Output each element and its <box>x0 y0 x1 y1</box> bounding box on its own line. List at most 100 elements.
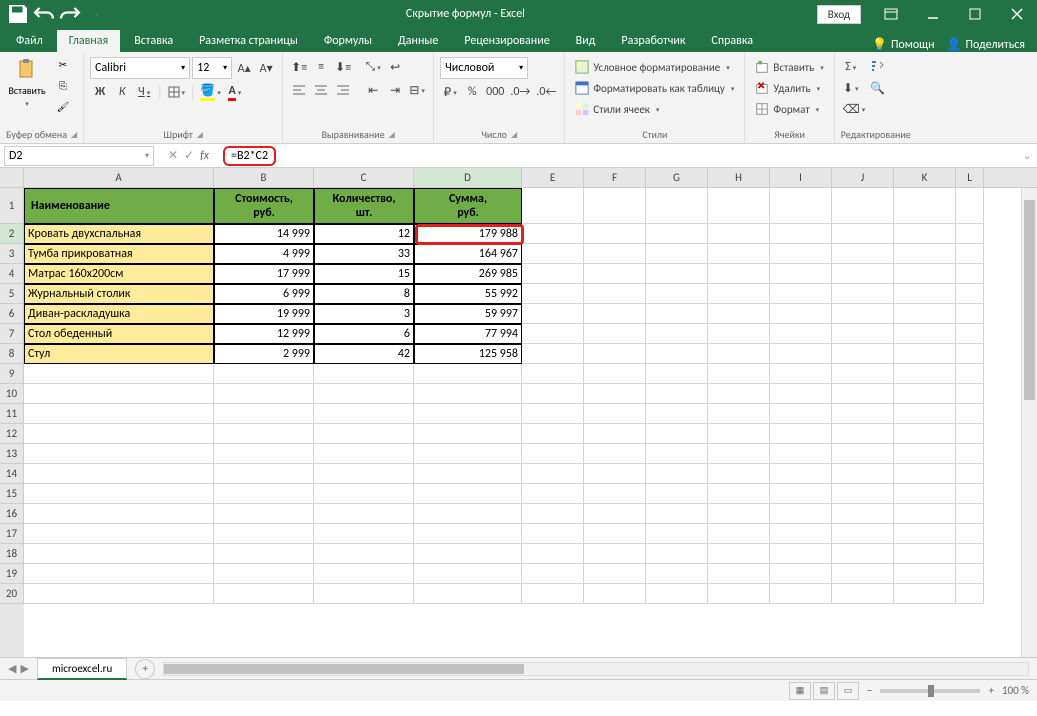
cell-K20[interactable] <box>894 584 956 604</box>
cell-G20[interactable] <box>646 584 708 604</box>
tab-help[interactable]: Справка <box>699 30 765 52</box>
cell-I18[interactable] <box>770 544 832 564</box>
cell-I15[interactable] <box>770 484 832 504</box>
cell-K17[interactable] <box>894 524 956 544</box>
cell-L7[interactable] <box>956 324 984 344</box>
row-header-15[interactable]: 15 <box>0 484 24 504</box>
align-left-icon[interactable] <box>289 80 309 100</box>
cell-G4[interactable] <box>646 264 708 284</box>
cell-E1[interactable] <box>522 188 584 224</box>
cell-B5[interactable]: 6 999 <box>214 284 314 304</box>
fx-icon[interactable]: fx <box>200 149 209 163</box>
cell-L17[interactable] <box>956 524 984 544</box>
insert-cells-button[interactable]: Вставить <box>751 57 827 77</box>
close-icon[interactable] <box>997 0 1037 28</box>
delete-cells-button[interactable]: Удалить <box>751 78 827 98</box>
col-header-B[interactable]: B <box>214 168 314 187</box>
wrap-text-icon[interactable]: ↩ <box>385 57 405 77</box>
cell-B18[interactable] <box>214 544 314 564</box>
cut-icon[interactable]: ✂ <box>52 54 74 74</box>
align-top-icon[interactable]: ⬆≡ <box>289 57 309 77</box>
cell-B4[interactable]: 17 999 <box>214 264 314 284</box>
cell-E12[interactable] <box>522 424 584 444</box>
row-header-9[interactable]: 9 <box>0 364 24 384</box>
cell-H9[interactable] <box>708 364 770 384</box>
cell-D1[interactable]: Сумма,руб. <box>414 188 522 224</box>
cell-J18[interactable] <box>832 544 894 564</box>
cell-J5[interactable] <box>832 284 894 304</box>
cell-H2[interactable] <box>708 224 770 244</box>
cell-A12[interactable] <box>24 424 214 444</box>
cell-G15[interactable] <box>646 484 708 504</box>
cell-D14[interactable] <box>414 464 522 484</box>
cell-F16[interactable] <box>584 504 646 524</box>
number-launcher[interactable]: ◢ <box>511 130 517 140</box>
undo-icon[interactable] <box>32 3 56 25</box>
cell-D8[interactable]: 125 958 <box>414 344 522 364</box>
format-painter-icon[interactable]: 🖌 <box>52 96 74 116</box>
cell-C5[interactable]: 8 <box>314 284 414 304</box>
row-header-13[interactable]: 13 <box>0 444 24 464</box>
cell-F17[interactable] <box>584 524 646 544</box>
cell-G12[interactable] <box>646 424 708 444</box>
horizontal-scrollbar[interactable] <box>163 662 1029 676</box>
prev-sheet-icon[interactable]: ◀ <box>8 662 16 675</box>
cell-I14[interactable] <box>770 464 832 484</box>
row-header-2[interactable]: 2 <box>0 224 24 244</box>
cell-H19[interactable] <box>708 564 770 584</box>
cell-B17[interactable] <box>214 524 314 544</box>
cell-H6[interactable] <box>708 304 770 324</box>
row-header-19[interactable]: 19 <box>0 564 24 584</box>
cell-B10[interactable] <box>214 384 314 404</box>
cell-F4[interactable] <box>584 264 646 284</box>
cell-C14[interactable] <box>314 464 414 484</box>
cell-C9[interactable] <box>314 364 414 384</box>
cell-K11[interactable] <box>894 404 956 424</box>
cell-K3[interactable] <box>894 244 956 264</box>
sheet-tab[interactable]: microexcel.ru <box>37 658 127 680</box>
row-header-16[interactable]: 16 <box>0 504 24 524</box>
cell-I9[interactable] <box>770 364 832 384</box>
col-header-E[interactable]: E <box>522 168 584 187</box>
cell-I4[interactable] <box>770 264 832 284</box>
cell-C2[interactable]: 12 <box>314 224 414 244</box>
orientation-icon[interactable]: ⤡ <box>363 57 383 77</box>
cell-F10[interactable] <box>584 384 646 404</box>
cell-K16[interactable] <box>894 504 956 524</box>
cell-B16[interactable] <box>214 504 314 524</box>
font-size-combo[interactable]: 12▾ <box>192 57 232 79</box>
tab-layout[interactable]: Разметка страницы <box>187 30 310 52</box>
row-header-7[interactable]: 7 <box>0 324 24 344</box>
cell-B3[interactable]: 4 999 <box>214 244 314 264</box>
cell-C19[interactable] <box>314 564 414 584</box>
cell-A7[interactable]: Стол обеденный <box>24 324 214 344</box>
cell-D15[interactable] <box>414 484 522 504</box>
tab-formulas[interactable]: Формулы <box>312 30 384 52</box>
tab-home[interactable]: Главная <box>57 30 120 52</box>
minimize-icon[interactable] <box>913 0 953 28</box>
cell-I16[interactable] <box>770 504 832 524</box>
cell-A1[interactable]: Наименование <box>24 188 214 224</box>
format-table-button[interactable]: Форматировать как таблицу <box>571 78 738 98</box>
autosum-icon[interactable]: Σ <box>841 57 861 77</box>
cell-G1[interactable] <box>646 188 708 224</box>
page-layout-icon[interactable]: ▤ <box>813 682 835 700</box>
cell-D3[interactable]: 164 967 <box>414 244 522 264</box>
borders-icon[interactable] <box>166 82 188 102</box>
col-header-G[interactable]: G <box>646 168 708 187</box>
cell-C16[interactable] <box>314 504 414 524</box>
cell-styles-button[interactable]: Стили ячеек <box>571 99 738 119</box>
cell-G10[interactable] <box>646 384 708 404</box>
cell-H18[interactable] <box>708 544 770 564</box>
cell-H1[interactable] <box>708 188 770 224</box>
decrease-decimal-icon[interactable]: .0← <box>534 82 558 102</box>
page-break-icon[interactable]: ▭ <box>837 682 859 700</box>
align-center-icon[interactable] <box>311 80 331 100</box>
decrease-indent-icon[interactable]: ⇤ <box>363 80 383 100</box>
cell-F11[interactable] <box>584 404 646 424</box>
cell-A4[interactable]: Матрас 160х200см <box>24 264 214 284</box>
col-header-L[interactable]: L <box>956 168 984 187</box>
cell-J16[interactable] <box>832 504 894 524</box>
font-launcher[interactable]: ◢ <box>197 130 203 140</box>
cell-K14[interactable] <box>894 464 956 484</box>
